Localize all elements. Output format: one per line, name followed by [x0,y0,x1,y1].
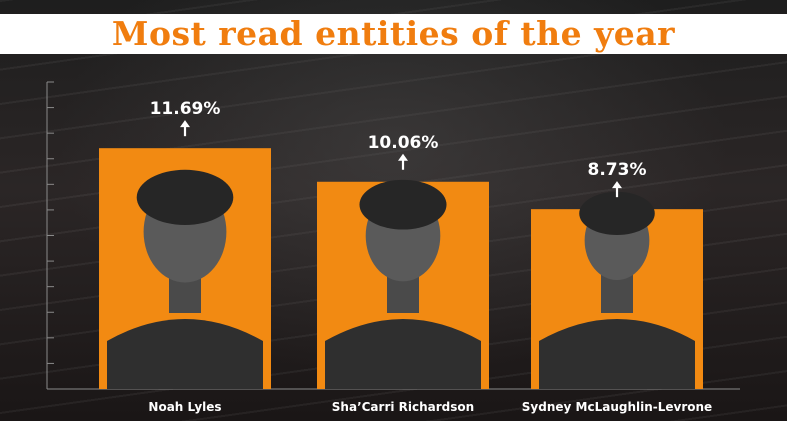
up-arrow-head-icon [398,153,408,161]
bar-group: 10.06% Sha’Carri Richardson [317,133,489,414]
title-band: Most read entities of the year [0,14,787,54]
category-label: Sha’Carri Richardson [332,400,474,414]
up-arrow-head-icon [180,120,190,128]
chart-title: Most read entities of the year [111,14,676,53]
portrait-hair [579,191,655,236]
data-label: 8.73% [588,160,647,180]
portrait-torso [107,319,263,389]
up-arrow-head-icon [612,181,622,189]
bar-group: 8.73% Sydney McLaughlin-Levrone [522,160,712,414]
athlete-portrait [325,179,481,389]
bar-group: 11.69% Noah Lyles [99,99,271,414]
athlete-portrait [539,191,695,389]
category-label: Noah Lyles [148,400,221,414]
portrait-hair [136,169,234,225]
athlete-portrait [107,169,263,389]
portrait-hair [359,179,447,230]
portrait-torso [325,319,481,389]
category-label: Sydney McLaughlin-Levrone [522,400,712,414]
data-label: 10.06% [368,133,439,153]
data-label: 11.69% [150,99,221,119]
portrait-torso [539,319,695,389]
